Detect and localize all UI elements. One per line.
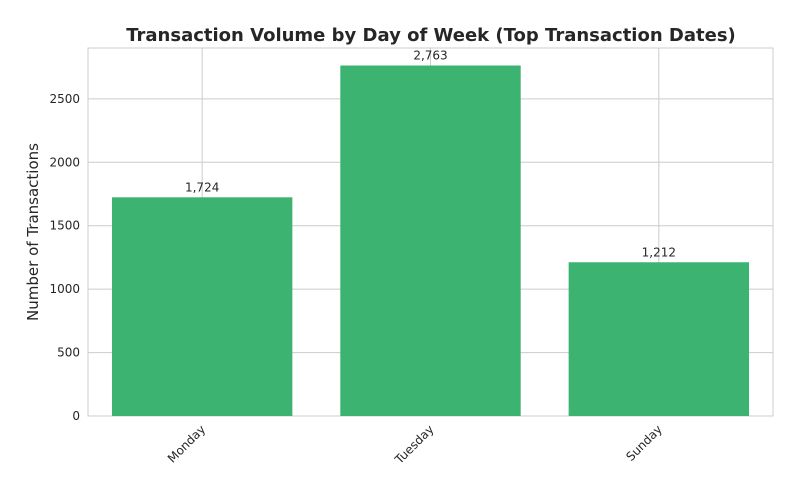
- y-tick-label: 500: [57, 346, 80, 360]
- data-label-tuesday: 2,763: [413, 49, 447, 63]
- y-axis-label: Number of Transactions: [24, 143, 42, 321]
- y-tick-label: 2500: [49, 92, 80, 106]
- bar-sunday: [568, 262, 750, 416]
- chart-title: Transaction Volume by Day of Week (Top T…: [126, 25, 736, 46]
- y-tick-label: 2000: [49, 155, 80, 169]
- y-tick-label: 1500: [49, 219, 80, 233]
- bars: 1,724 2,763 1,212: [111, 49, 750, 417]
- x-tick-label: Tuesday: [391, 422, 436, 467]
- bar-monday: [111, 197, 293, 416]
- y-tick-label: 1000: [49, 282, 80, 296]
- x-tick-label: Monday: [165, 422, 208, 465]
- bar-tuesday: [340, 65, 521, 417]
- data-label-monday: 1,724: [185, 180, 219, 194]
- y-tick-label: 0: [72, 409, 80, 423]
- x-tick-label: Sunday: [623, 422, 665, 464]
- data-label-sunday: 1,212: [642, 245, 676, 259]
